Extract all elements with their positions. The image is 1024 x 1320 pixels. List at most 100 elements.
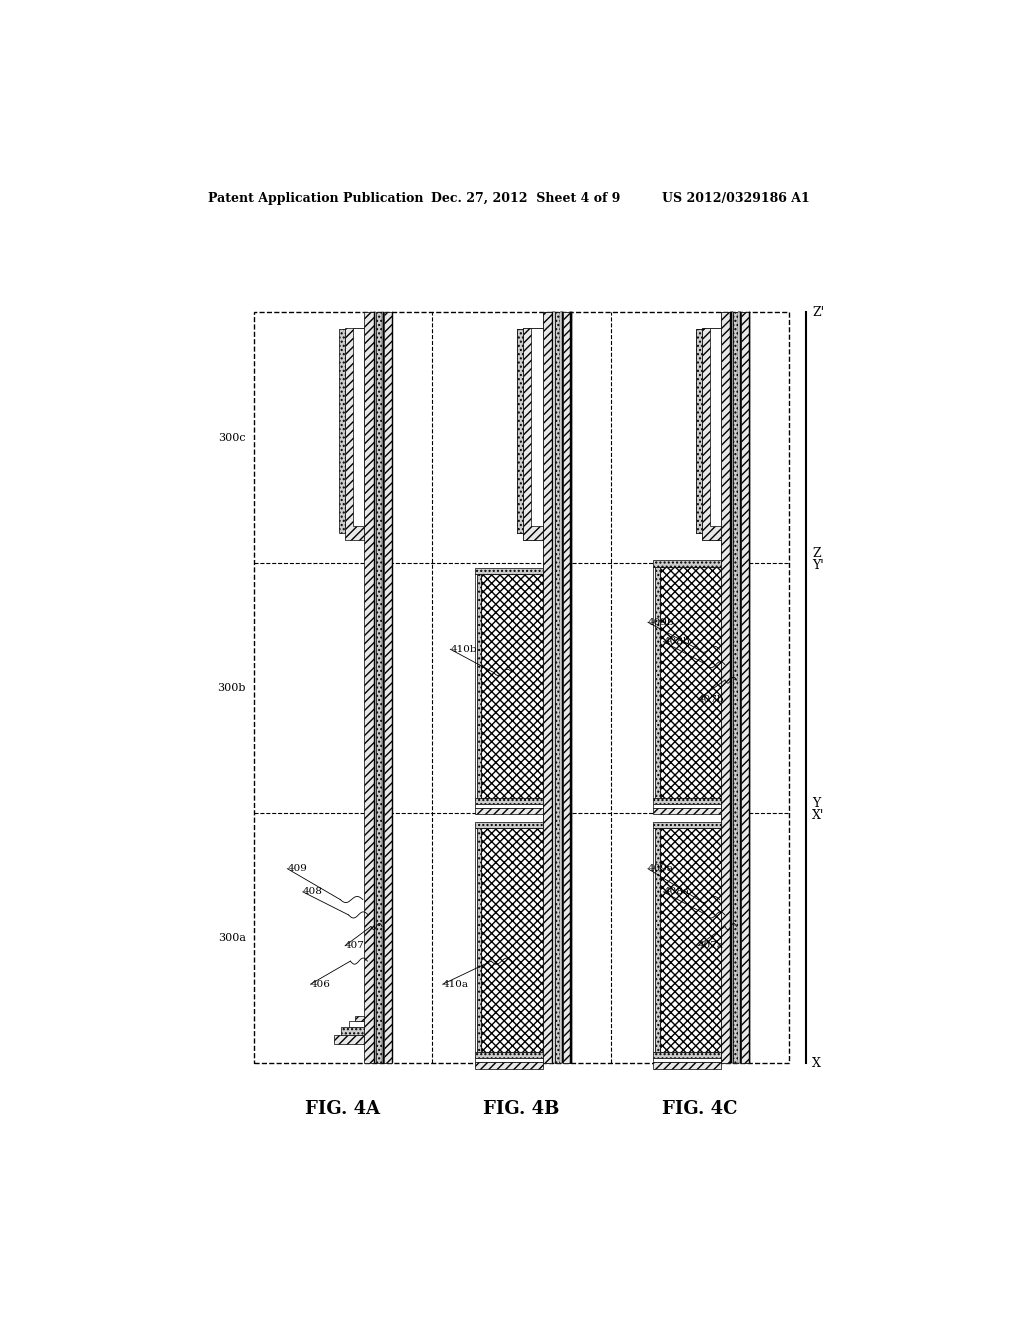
Bar	[731, 313, 733, 1063]
Text: 408: 408	[303, 887, 323, 896]
Bar	[561, 313, 563, 1063]
Bar	[653, 566, 655, 797]
Bar	[710, 327, 721, 525]
Bar	[382, 313, 383, 1063]
Text: 408a: 408a	[664, 887, 689, 896]
Bar	[659, 829, 721, 1052]
Bar	[561, 313, 563, 1063]
Bar	[738, 313, 740, 1063]
Bar	[733, 313, 738, 1063]
Bar	[653, 822, 721, 829]
Bar	[334, 1035, 365, 1044]
Text: 300c: 300c	[218, 433, 246, 442]
Bar	[481, 574, 543, 797]
Bar	[563, 313, 570, 1063]
Bar	[476, 574, 481, 797]
Text: 410b: 410b	[451, 644, 477, 653]
Bar	[570, 313, 571, 1063]
Bar	[570, 313, 571, 1063]
Text: Z': Z'	[812, 306, 824, 319]
Bar	[543, 313, 552, 1063]
Bar	[749, 313, 750, 1063]
Bar	[355, 1016, 365, 1020]
Bar	[475, 1057, 543, 1063]
Bar	[740, 313, 741, 1063]
Bar	[701, 327, 721, 540]
Bar	[659, 566, 721, 797]
Bar	[738, 313, 740, 1063]
Bar	[341, 1027, 365, 1035]
Text: 409: 409	[288, 865, 307, 874]
Bar	[475, 1063, 543, 1069]
Bar	[349, 1020, 365, 1027]
Text: 407b: 407b	[698, 694, 725, 704]
Bar	[730, 313, 731, 1063]
Bar	[475, 1052, 543, 1057]
Bar	[655, 829, 659, 1052]
Bar	[517, 330, 523, 533]
Bar	[553, 313, 555, 1063]
Bar	[721, 313, 730, 1063]
Bar	[733, 313, 738, 1063]
Text: 410a: 410a	[442, 979, 469, 989]
Bar	[517, 330, 523, 533]
Bar	[481, 829, 543, 1052]
Text: Patent Application Publication: Patent Application Publication	[208, 191, 423, 205]
Bar	[653, 804, 721, 808]
Bar	[392, 313, 393, 1063]
Bar	[653, 1057, 721, 1063]
Bar	[339, 330, 345, 533]
Bar	[376, 313, 382, 1063]
Bar	[655, 566, 659, 797]
Bar	[563, 313, 570, 1063]
Text: 406: 406	[310, 979, 331, 989]
Bar	[475, 568, 543, 574]
Bar	[552, 313, 553, 1063]
Text: 407a: 407a	[698, 941, 724, 950]
Bar	[476, 829, 481, 1052]
Bar	[374, 313, 375, 1063]
Bar	[353, 327, 365, 525]
Text: X: X	[812, 1056, 821, 1069]
Bar	[701, 327, 721, 540]
Bar	[695, 330, 701, 533]
Bar	[721, 313, 730, 1063]
Bar	[531, 327, 543, 525]
Bar	[475, 829, 476, 1052]
Bar	[523, 327, 543, 540]
Bar	[553, 313, 555, 1063]
Text: 300a: 300a	[218, 933, 246, 942]
Bar	[749, 313, 750, 1063]
Bar	[383, 313, 384, 1063]
Text: FIG. 4C: FIG. 4C	[662, 1101, 737, 1118]
Text: 409b: 409b	[648, 618, 675, 627]
Bar	[345, 327, 365, 540]
Text: 300b: 300b	[217, 682, 246, 693]
Bar	[731, 313, 733, 1063]
Text: 408b: 408b	[664, 638, 690, 645]
Bar	[543, 313, 552, 1063]
Text: X': X'	[812, 809, 824, 822]
Bar	[475, 574, 476, 797]
Bar	[365, 313, 374, 1063]
Text: 409a: 409a	[648, 865, 674, 874]
Bar	[653, 1052, 721, 1057]
Text: Dec. 27, 2012  Sheet 4 of 9: Dec. 27, 2012 Sheet 4 of 9	[431, 191, 621, 205]
Text: FIG. 4A: FIG. 4A	[305, 1101, 381, 1118]
Bar	[741, 313, 749, 1063]
Bar	[730, 313, 731, 1063]
Bar	[475, 797, 543, 804]
Bar	[560, 313, 561, 1063]
Bar	[375, 313, 376, 1063]
Bar	[695, 330, 701, 533]
Text: Z: Z	[812, 546, 820, 560]
Bar	[560, 313, 561, 1063]
Bar	[555, 313, 560, 1063]
Bar	[475, 808, 543, 814]
Text: Y': Y'	[812, 560, 823, 573]
Bar	[475, 822, 543, 829]
Bar	[523, 327, 543, 540]
Bar	[653, 829, 655, 1052]
Bar	[254, 313, 788, 1063]
Bar	[710, 327, 721, 525]
